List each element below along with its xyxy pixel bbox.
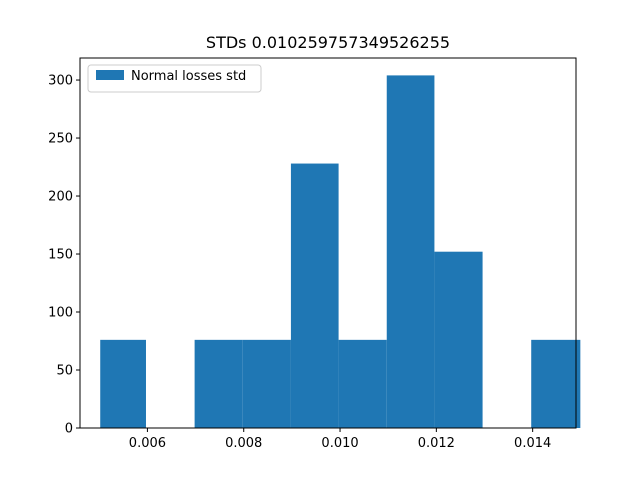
x-tick-label: 0.014	[514, 436, 551, 451]
x-tick-label: 0.012	[418, 436, 455, 451]
histogram-bar	[338, 339, 387, 428]
legend-label: Normal losses std	[131, 69, 246, 84]
y-tick-label: 0	[65, 422, 73, 437]
plot-area-frame	[79, 57, 577, 429]
histogram-bar	[434, 251, 483, 428]
bars-group	[100, 75, 581, 429]
histogram-bar	[194, 339, 243, 428]
chart-title: STDs 0.010259757349526255	[206, 33, 450, 52]
y-tick-label: 250	[48, 132, 73, 147]
x-tick-label: 0.008	[225, 436, 262, 451]
y-tick-label: 50	[56, 364, 73, 379]
y-tick-label: 150	[48, 248, 73, 263]
legend: Normal losses std	[87, 64, 262, 93]
x-tick-label: 0.010	[321, 436, 358, 451]
y-axis: 0 50 100 150 200 250 300	[48, 74, 80, 437]
x-tick-label: 0.006	[129, 436, 166, 451]
y-tick-label: 200	[48, 190, 73, 205]
histogram-bar	[531, 339, 581, 428]
histogram-bar	[242, 339, 291, 428]
histogram-bar	[290, 163, 339, 429]
x-axis: 0.006 0.008 0.010 0.012 0.014	[129, 428, 551, 451]
y-tick-label: 100	[48, 306, 73, 321]
y-tick-label: 300	[48, 74, 73, 89]
histogram-bar	[386, 75, 435, 429]
legend-swatch	[96, 70, 124, 80]
histogram-bar	[100, 339, 146, 428]
legend-box	[87, 64, 262, 93]
